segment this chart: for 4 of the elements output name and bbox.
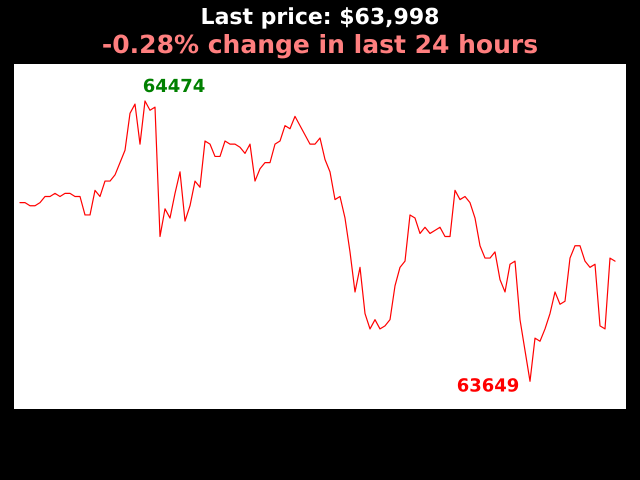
text: 64474 — [142, 76, 206, 97]
chart-subtitle: -0.28% change in last 24 hours — [102, 30, 538, 59]
annotation: 63649 — [456, 375, 520, 396]
chart-title: Last price: $63,998 — [200, 5, 440, 30]
